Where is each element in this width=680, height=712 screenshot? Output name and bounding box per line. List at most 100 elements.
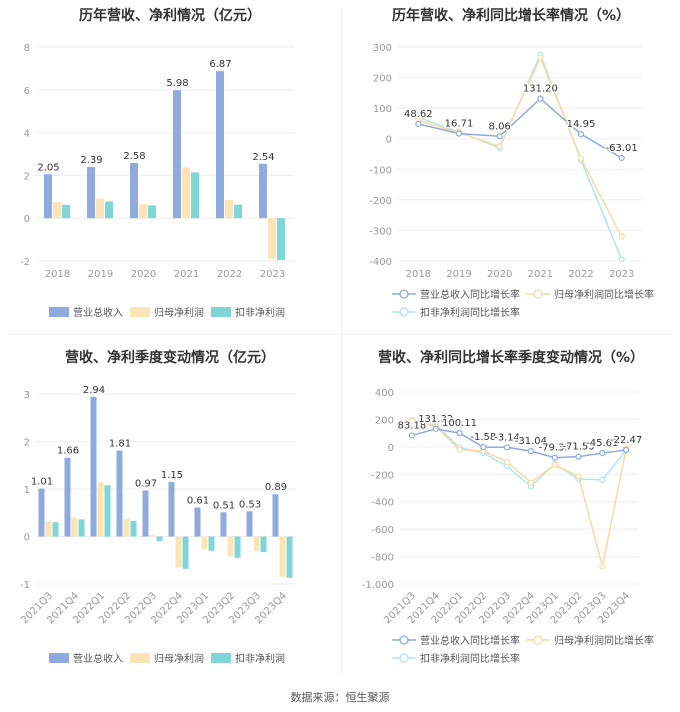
bar (277, 218, 285, 260)
y-tick-label: -400 (371, 498, 394, 509)
series-line (411, 420, 627, 567)
legend-swatch (533, 289, 543, 299)
bar (52, 522, 59, 537)
horizontal-divider (8, 334, 672, 335)
quarter-bar-chart: -101232021Q32021Q42022Q12022Q22022Q32022… (19, 384, 296, 665)
data-label: -71.55 (562, 442, 594, 453)
y-tick-label: 200 (373, 74, 392, 85)
y-tick-label: 6 (24, 86, 30, 97)
data-label: 5.98 (166, 78, 188, 89)
data-label: 0.53 (239, 499, 261, 510)
bar (260, 536, 267, 553)
point (456, 446, 463, 453)
legend-label: 扣非净利润同比增长率 (420, 652, 520, 665)
legend-swatch (211, 653, 231, 663)
data-label: 0.51 (213, 500, 235, 511)
y-tick-label: -1,000 (362, 580, 394, 591)
x-tick-label: 2022 (217, 269, 242, 280)
bar (130, 162, 138, 219)
point (408, 417, 416, 424)
data-label: 0.97 (135, 478, 157, 489)
chart-title: 历年营收、净利情况（亿元） (79, 8, 261, 24)
x-tick-label: 2018 (45, 269, 70, 280)
y-tick-label: 0 (386, 135, 392, 146)
bar (38, 488, 45, 537)
bar (149, 535, 156, 537)
bar (139, 204, 147, 219)
legend-label: 营业总收入同比增长率 (420, 288, 520, 301)
point (599, 476, 606, 483)
legend-swatch (399, 289, 409, 299)
x-tick-label: 2022 (568, 269, 593, 280)
y-tick-label: -200 (371, 470, 394, 481)
point (575, 453, 582, 460)
bar (87, 167, 95, 219)
bar (64, 457, 71, 537)
data-label: 2.39 (80, 155, 102, 166)
annual-bar-chart: -2 0 2 4 6 8 2018 2019 2020 2021 2022 2023 2.05 2.39 2… (20, 43, 294, 319)
point (415, 120, 422, 127)
bar (182, 536, 189, 569)
vertical-divider (341, 8, 342, 673)
bar (116, 450, 123, 537)
bar (45, 521, 52, 537)
y-tick-label: 4 (24, 129, 30, 140)
x-tick-label: 2020 (131, 269, 156, 280)
bar (286, 536, 293, 578)
data-label: 83.18 (398, 420, 427, 431)
bar (105, 201, 113, 219)
bar (227, 536, 234, 557)
legend-swatch (49, 653, 69, 663)
legend-label: 归母净利润同比增长率 (554, 288, 654, 301)
point (618, 154, 625, 162)
bar (234, 204, 242, 219)
data-label: 131.32 (418, 414, 453, 425)
bar (97, 481, 104, 537)
bar (234, 536, 241, 558)
data-label: -45.61 (586, 438, 618, 449)
legend-swatch (211, 307, 231, 317)
data-label: 16.71 (445, 119, 474, 130)
legend-label: 归母净利润 (154, 306, 204, 319)
point (623, 446, 630, 454)
bar (156, 536, 163, 542)
legend-swatch (399, 307, 409, 317)
y-tick-label: 2 (24, 438, 30, 449)
bar (142, 490, 149, 537)
bar (96, 198, 104, 219)
bar (62, 204, 70, 219)
series-line (418, 97, 623, 159)
legend-swatch (49, 307, 69, 317)
legend-label: 营业总收入 (73, 652, 123, 665)
point (432, 425, 439, 432)
point (599, 450, 606, 457)
legend-swatch (533, 635, 543, 645)
point (599, 563, 606, 570)
data-label: 48.62 (404, 109, 433, 120)
data-label: 2.05 (37, 162, 59, 173)
bar (246, 511, 253, 537)
bar (182, 167, 190, 219)
point (527, 479, 534, 486)
point (618, 256, 625, 263)
data-label: 2.94 (83, 385, 105, 396)
bar (168, 481, 175, 537)
point (575, 473, 582, 480)
y-tick-label: -300 (369, 226, 392, 237)
series-line (411, 428, 627, 459)
legend-label: 扣非净利润同比增长率 (420, 306, 520, 319)
legend-swatch (130, 307, 150, 317)
x-tick-label: 2021 (174, 269, 199, 280)
point (527, 448, 534, 455)
data-label: -63.01 (606, 143, 638, 154)
bar (194, 507, 201, 537)
chart-title: 历年营收、净利同比增长率情况（%） (391, 8, 631, 24)
data-label: -1.58 (470, 432, 496, 443)
x-tick-label: 2018 (406, 269, 431, 280)
x-tick-label: 2023 (260, 269, 285, 280)
data-label: 14.95 (567, 119, 596, 130)
y-tick-label: -2 (20, 257, 30, 268)
data-label: 0.89 (265, 482, 287, 493)
y-tick-label: 2 (24, 171, 30, 182)
point (577, 155, 585, 162)
